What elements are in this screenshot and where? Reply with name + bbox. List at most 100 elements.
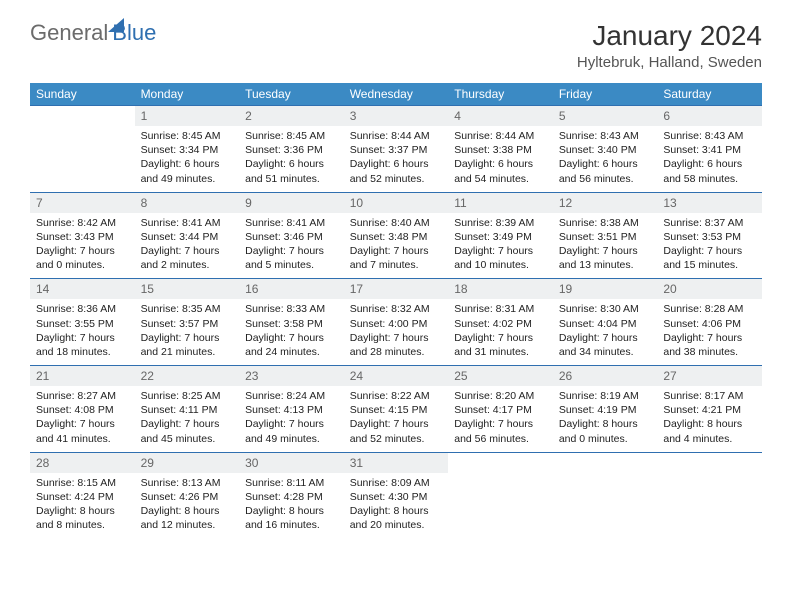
day-content: Sunrise: 8:32 AMSunset: 4:00 PMDaylight:… bbox=[344, 299, 449, 365]
day-number-cell: 11 bbox=[448, 192, 553, 213]
day-content: Sunrise: 8:44 AMSunset: 3:38 PMDaylight:… bbox=[448, 126, 553, 192]
day-number-cell: 16 bbox=[239, 279, 344, 300]
day-number-cell bbox=[553, 452, 658, 473]
day-cell: Sunrise: 8:37 AMSunset: 3:53 PMDaylight:… bbox=[657, 213, 762, 279]
day-number-cell: 5 bbox=[553, 106, 658, 127]
day-number-cell bbox=[30, 106, 135, 127]
day-number-cell: 7 bbox=[30, 192, 135, 213]
day-cell: Sunrise: 8:09 AMSunset: 4:30 PMDaylight:… bbox=[344, 473, 449, 539]
day-cell: Sunrise: 8:44 AMSunset: 3:38 PMDaylight:… bbox=[448, 126, 553, 192]
day-content: Sunrise: 8:36 AMSunset: 3:55 PMDaylight:… bbox=[30, 299, 135, 365]
location-text: Hyltebruk, Halland, Sweden bbox=[577, 54, 762, 71]
day-content: Sunrise: 8:19 AMSunset: 4:19 PMDaylight:… bbox=[553, 386, 658, 452]
day-number-row: 123456 bbox=[30, 106, 762, 127]
day-number-cell: 21 bbox=[30, 366, 135, 387]
day-number-cell: 19 bbox=[553, 279, 658, 300]
day-number-cell: 18 bbox=[448, 279, 553, 300]
day-cell: Sunrise: 8:39 AMSunset: 3:49 PMDaylight:… bbox=[448, 213, 553, 279]
day-content: Sunrise: 8:24 AMSunset: 4:13 PMDaylight:… bbox=[239, 386, 344, 452]
day-number-cell: 1 bbox=[135, 106, 240, 127]
day-cell: Sunrise: 8:31 AMSunset: 4:02 PMDaylight:… bbox=[448, 299, 553, 365]
day-number-cell: 14 bbox=[30, 279, 135, 300]
day-number-cell: 13 bbox=[657, 192, 762, 213]
day-cell: Sunrise: 8:27 AMSunset: 4:08 PMDaylight:… bbox=[30, 386, 135, 452]
day-cell: Sunrise: 8:40 AMSunset: 3:48 PMDaylight:… bbox=[344, 213, 449, 279]
day-cell: Sunrise: 8:36 AMSunset: 3:55 PMDaylight:… bbox=[30, 299, 135, 365]
day-number-row: 78910111213 bbox=[30, 192, 762, 213]
day-number-cell: 20 bbox=[657, 279, 762, 300]
day-number-cell: 12 bbox=[553, 192, 658, 213]
day-number-cell: 6 bbox=[657, 106, 762, 127]
day-cell: Sunrise: 8:42 AMSunset: 3:43 PMDaylight:… bbox=[30, 213, 135, 279]
day-number-cell: 4 bbox=[448, 106, 553, 127]
day-content: Sunrise: 8:42 AMSunset: 3:43 PMDaylight:… bbox=[30, 213, 135, 279]
day-cell bbox=[30, 126, 135, 192]
day-number-cell: 10 bbox=[344, 192, 449, 213]
day-number-cell: 15 bbox=[135, 279, 240, 300]
day-cell: Sunrise: 8:20 AMSunset: 4:17 PMDaylight:… bbox=[448, 386, 553, 452]
day-number-row: 28293031 bbox=[30, 452, 762, 473]
day-cell bbox=[553, 473, 658, 539]
day-content: Sunrise: 8:30 AMSunset: 4:04 PMDaylight:… bbox=[553, 299, 658, 365]
day-cell: Sunrise: 8:25 AMSunset: 4:11 PMDaylight:… bbox=[135, 386, 240, 452]
day-content: Sunrise: 8:28 AMSunset: 4:06 PMDaylight:… bbox=[657, 299, 762, 365]
weekday-header-row: Sunday Monday Tuesday Wednesday Thursday… bbox=[30, 83, 762, 106]
day-number-cell: 23 bbox=[239, 366, 344, 387]
day-cell: Sunrise: 8:28 AMSunset: 4:06 PMDaylight:… bbox=[657, 299, 762, 365]
day-cell: Sunrise: 8:41 AMSunset: 3:44 PMDaylight:… bbox=[135, 213, 240, 279]
day-content: Sunrise: 8:35 AMSunset: 3:57 PMDaylight:… bbox=[135, 299, 240, 365]
day-content-row: Sunrise: 8:15 AMSunset: 4:24 PMDaylight:… bbox=[30, 473, 762, 539]
day-number-cell: 17 bbox=[344, 279, 449, 300]
day-content: Sunrise: 8:45 AMSunset: 3:36 PMDaylight:… bbox=[239, 126, 344, 192]
day-content: Sunrise: 8:38 AMSunset: 3:51 PMDaylight:… bbox=[553, 213, 658, 279]
day-number-cell: 2 bbox=[239, 106, 344, 127]
day-content: Sunrise: 8:39 AMSunset: 3:49 PMDaylight:… bbox=[448, 213, 553, 279]
day-number-cell bbox=[448, 452, 553, 473]
day-content: Sunrise: 8:45 AMSunset: 3:34 PMDaylight:… bbox=[135, 126, 240, 192]
day-number-cell: 3 bbox=[344, 106, 449, 127]
day-number-row: 21222324252627 bbox=[30, 366, 762, 387]
day-number-cell: 28 bbox=[30, 452, 135, 473]
day-cell: Sunrise: 8:35 AMSunset: 3:57 PMDaylight:… bbox=[135, 299, 240, 365]
weekday-header: Saturday bbox=[657, 83, 762, 106]
day-content: Sunrise: 8:22 AMSunset: 4:15 PMDaylight:… bbox=[344, 386, 449, 452]
header: General Blue January 2024 Hyltebruk, Hal… bbox=[30, 20, 762, 71]
logo-text-general: General bbox=[30, 20, 108, 46]
logo: General Blue bbox=[30, 20, 156, 46]
weekday-header: Tuesday bbox=[239, 83, 344, 106]
day-cell: Sunrise: 8:24 AMSunset: 4:13 PMDaylight:… bbox=[239, 386, 344, 452]
day-content: Sunrise: 8:31 AMSunset: 4:02 PMDaylight:… bbox=[448, 299, 553, 365]
day-cell bbox=[448, 473, 553, 539]
day-number-cell: 25 bbox=[448, 366, 553, 387]
weekday-header: Wednesday bbox=[344, 83, 449, 106]
month-title: January 2024 bbox=[577, 20, 762, 52]
weekday-header: Thursday bbox=[448, 83, 553, 106]
day-content: Sunrise: 8:17 AMSunset: 4:21 PMDaylight:… bbox=[657, 386, 762, 452]
day-content-row: Sunrise: 8:36 AMSunset: 3:55 PMDaylight:… bbox=[30, 299, 762, 365]
day-content: Sunrise: 8:41 AMSunset: 3:46 PMDaylight:… bbox=[239, 213, 344, 279]
day-cell: Sunrise: 8:17 AMSunset: 4:21 PMDaylight:… bbox=[657, 386, 762, 452]
day-content: Sunrise: 8:43 AMSunset: 3:40 PMDaylight:… bbox=[553, 126, 658, 192]
day-number-cell: 8 bbox=[135, 192, 240, 213]
day-cell: Sunrise: 8:33 AMSunset: 3:58 PMDaylight:… bbox=[239, 299, 344, 365]
day-cell: Sunrise: 8:45 AMSunset: 3:34 PMDaylight:… bbox=[135, 126, 240, 192]
weekday-header: Sunday bbox=[30, 83, 135, 106]
day-cell: Sunrise: 8:22 AMSunset: 4:15 PMDaylight:… bbox=[344, 386, 449, 452]
day-content: Sunrise: 8:11 AMSunset: 4:28 PMDaylight:… bbox=[239, 473, 344, 539]
day-content: Sunrise: 8:33 AMSunset: 3:58 PMDaylight:… bbox=[239, 299, 344, 365]
day-cell: Sunrise: 8:44 AMSunset: 3:37 PMDaylight:… bbox=[344, 126, 449, 192]
title-block: January 2024 Hyltebruk, Halland, Sweden bbox=[577, 20, 762, 71]
day-cell: Sunrise: 8:11 AMSunset: 4:28 PMDaylight:… bbox=[239, 473, 344, 539]
day-number-cell: 9 bbox=[239, 192, 344, 213]
day-cell: Sunrise: 8:43 AMSunset: 3:40 PMDaylight:… bbox=[553, 126, 658, 192]
day-cell: Sunrise: 8:32 AMSunset: 4:00 PMDaylight:… bbox=[344, 299, 449, 365]
day-content-row: Sunrise: 8:45 AMSunset: 3:34 PMDaylight:… bbox=[30, 126, 762, 192]
day-cell: Sunrise: 8:19 AMSunset: 4:19 PMDaylight:… bbox=[553, 386, 658, 452]
day-number-cell: 24 bbox=[344, 366, 449, 387]
day-content: Sunrise: 8:09 AMSunset: 4:30 PMDaylight:… bbox=[344, 473, 449, 539]
day-number-cell: 26 bbox=[553, 366, 658, 387]
day-number-cell bbox=[657, 452, 762, 473]
day-number-cell: 27 bbox=[657, 366, 762, 387]
day-number-cell: 30 bbox=[239, 452, 344, 473]
day-content: Sunrise: 8:15 AMSunset: 4:24 PMDaylight:… bbox=[30, 473, 135, 539]
